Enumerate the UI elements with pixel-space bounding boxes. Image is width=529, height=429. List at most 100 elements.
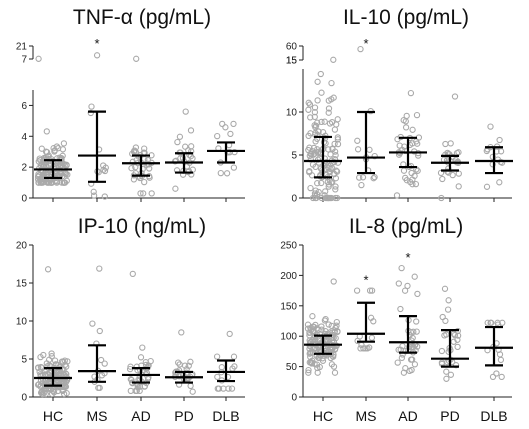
data-point bbox=[325, 181, 333, 188]
group-il8-dlb bbox=[475, 319, 513, 381]
data-point bbox=[332, 186, 339, 193]
data-point bbox=[330, 94, 337, 101]
data-point bbox=[367, 314, 375, 321]
data-point bbox=[90, 188, 97, 195]
data-point bbox=[353, 287, 361, 294]
data-point bbox=[217, 169, 224, 177]
data-point bbox=[213, 353, 221, 360]
data-point bbox=[96, 327, 103, 335]
group-ip10-pd bbox=[165, 329, 203, 395]
x-label-hc-left: HC bbox=[43, 408, 63, 424]
y-tick-label-ip10: 5 bbox=[21, 355, 27, 366]
data-point bbox=[127, 387, 134, 395]
data-point bbox=[401, 287, 409, 294]
data-point bbox=[438, 194, 445, 202]
data-point bbox=[443, 375, 450, 382]
data-point bbox=[187, 358, 194, 365]
data-point bbox=[484, 319, 491, 326]
data-point bbox=[137, 354, 145, 361]
data-point bbox=[331, 140, 338, 148]
data-point bbox=[42, 148, 50, 155]
data-point bbox=[330, 278, 337, 285]
data-point bbox=[37, 363, 45, 371]
data-point bbox=[187, 382, 194, 390]
data-point bbox=[225, 385, 232, 392]
data-point bbox=[306, 332, 313, 339]
group-il10-dlb bbox=[475, 123, 513, 190]
data-point bbox=[305, 369, 312, 376]
data-point bbox=[305, 132, 312, 140]
data-point bbox=[314, 156, 322, 163]
data-point bbox=[214, 132, 221, 140]
data-point bbox=[95, 384, 102, 392]
data-point bbox=[48, 179, 56, 186]
data-point bbox=[35, 364, 42, 372]
data-point bbox=[334, 140, 342, 148]
data-point bbox=[439, 313, 446, 321]
data-point bbox=[395, 346, 402, 353]
panel-tnf: 0 2 4 6 7 21 * bbox=[16, 36, 245, 205]
data-point bbox=[141, 156, 148, 163]
data-point bbox=[487, 123, 494, 130]
data-point bbox=[307, 114, 314, 121]
data-point bbox=[400, 167, 408, 174]
significance-marker: * bbox=[405, 250, 410, 265]
data-point bbox=[322, 315, 329, 323]
data-point bbox=[409, 126, 416, 133]
data-point bbox=[50, 387, 57, 395]
data-point bbox=[497, 356, 505, 364]
data-point bbox=[88, 103, 95, 110]
data-point bbox=[327, 151, 334, 158]
data-point bbox=[133, 55, 140, 62]
data-point bbox=[36, 155, 43, 162]
data-point bbox=[366, 146, 373, 153]
data-point bbox=[332, 175, 340, 182]
group-il8-pd bbox=[431, 285, 469, 382]
data-point bbox=[312, 138, 319, 145]
group-ip10-ad bbox=[122, 270, 160, 395]
data-point bbox=[230, 353, 238, 360]
data-point bbox=[332, 152, 339, 159]
data-point bbox=[218, 364, 225, 371]
data-point bbox=[63, 162, 70, 169]
data-point bbox=[311, 190, 319, 197]
y-tick-label-ip10: 20 bbox=[16, 241, 28, 252]
data-point bbox=[318, 118, 325, 126]
data-point bbox=[444, 306, 452, 313]
data-point bbox=[326, 120, 334, 127]
y-tick-label-il8: 200 bbox=[280, 271, 297, 282]
data-point bbox=[226, 330, 233, 338]
data-point bbox=[318, 89, 325, 96]
data-point bbox=[488, 319, 495, 326]
y-tick-label-il10: 5 bbox=[291, 151, 297, 162]
data-point bbox=[309, 323, 317, 330]
data-point bbox=[413, 111, 421, 119]
data-point bbox=[147, 357, 154, 365]
data-point bbox=[333, 121, 340, 128]
data-point bbox=[455, 170, 462, 177]
data-point bbox=[451, 93, 459, 100]
data-point bbox=[394, 359, 401, 366]
data-point bbox=[394, 136, 401, 143]
group-il10-ad bbox=[389, 89, 427, 199]
y-tick-label-il10: 15 bbox=[286, 56, 298, 67]
data-point bbox=[325, 194, 332, 202]
data-point bbox=[38, 145, 45, 152]
data-point bbox=[331, 369, 339, 376]
y-tick-label-tnf: 21 bbox=[16, 42, 28, 53]
data-point bbox=[328, 79, 335, 87]
data-point bbox=[35, 55, 42, 62]
data-point bbox=[331, 328, 338, 335]
data-point bbox=[414, 140, 421, 147]
data-point bbox=[306, 340, 314, 347]
panel-il8: 0 50 100 150 200 250 * * bbox=[280, 241, 513, 404]
data-point bbox=[402, 365, 409, 372]
data-point bbox=[37, 353, 44, 361]
data-point bbox=[133, 387, 140, 395]
data-point bbox=[395, 280, 402, 287]
data-point bbox=[445, 297, 452, 304]
y-tick-label-ip10: 0 bbox=[21, 393, 27, 404]
data-point bbox=[90, 192, 98, 199]
group-tnf-ad bbox=[122, 55, 160, 197]
data-point bbox=[63, 370, 70, 378]
